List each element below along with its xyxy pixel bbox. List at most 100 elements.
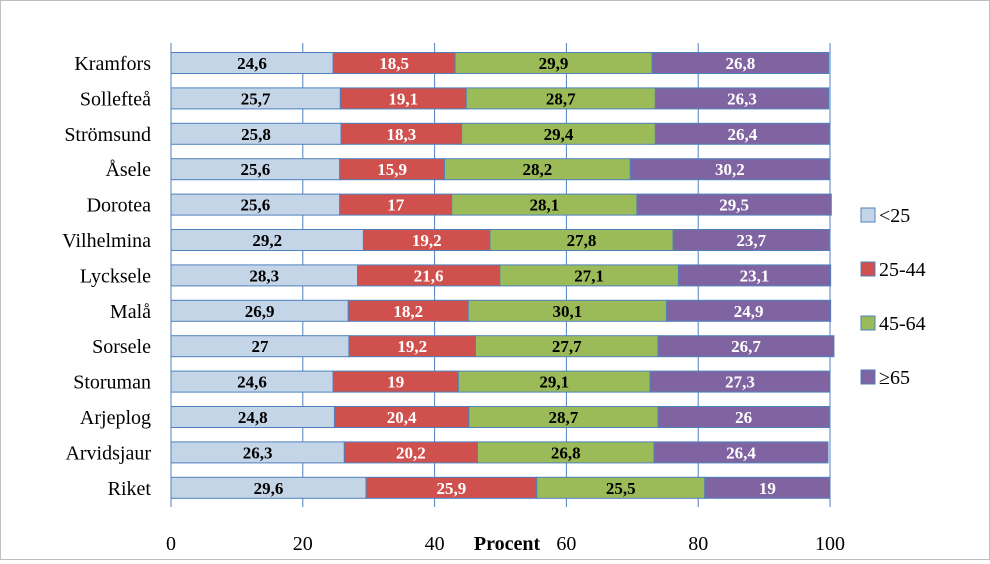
x-tick-label: 60 <box>556 533 576 555</box>
data-label: 19,2 <box>397 337 427 356</box>
bar-segment <box>666 299 832 322</box>
legend: <25 25-44 45-64 ≥65 <box>860 205 926 389</box>
category-label: Strömsund <box>64 124 151 146</box>
data-label: 24,6 <box>237 373 267 392</box>
legend-swatch <box>860 207 876 223</box>
data-label: 28,2 <box>523 160 553 179</box>
category-label: Dorotea <box>87 195 152 217</box>
data-label: 26,4 <box>727 125 757 144</box>
x-tick-label: 20 <box>293 533 313 555</box>
data-label: 28,3 <box>249 266 279 285</box>
bar-segment <box>636 193 832 216</box>
data-label: 25,6 <box>240 160 270 179</box>
legend-swatch <box>860 261 876 277</box>
data-label: 29,6 <box>254 479 284 498</box>
data-label: 25,5 <box>606 479 636 498</box>
bar-segment <box>657 335 835 358</box>
data-label: 30,1 <box>553 302 583 321</box>
legend-label: ≥65 <box>879 367 910 389</box>
category-label: Lycksele <box>80 265 151 287</box>
data-label: 18,5 <box>379 54 409 73</box>
data-label: 24,8 <box>238 408 268 427</box>
data-label: 25,7 <box>241 89 271 108</box>
data-label: 19 <box>387 373 404 392</box>
value-labels: 24,6 18,5 29,9 26,8 25,7 19,1 28,7 26,3 25,8 18,3… <box>237 54 776 498</box>
data-label: 21,6 <box>414 266 444 285</box>
data-label: 27 <box>251 337 269 356</box>
x-tick-label: 80 <box>688 533 708 555</box>
data-label: 25,9 <box>437 479 467 498</box>
category-label: Malå <box>110 301 151 323</box>
bar-segment <box>653 441 829 464</box>
data-label: 15,9 <box>377 160 407 179</box>
bar-segment <box>672 229 830 251</box>
data-label: 26,3 <box>243 443 273 462</box>
data-label: 19 <box>759 479 776 498</box>
data-label: 27,7 <box>552 337 582 356</box>
category-label: Åsele <box>105 159 151 181</box>
legend-swatch <box>860 315 876 331</box>
x-tick-labels: 0 20 40 60 80 100 <box>166 533 845 555</box>
category-label: Vilhelmina <box>62 230 151 252</box>
bar-segment <box>651 52 830 74</box>
category-label: Sorsele <box>92 336 151 358</box>
bar-segment <box>704 476 831 499</box>
data-label: 29,2 <box>252 231 282 250</box>
data-label: 26,4 <box>726 443 756 462</box>
category-label: Storuman <box>73 372 151 394</box>
x-tick-label: 100 <box>815 533 845 555</box>
bar-segment <box>657 406 830 428</box>
data-label: 17 <box>387 196 405 215</box>
legend-swatch <box>860 369 876 385</box>
data-label: 20,2 <box>396 443 426 462</box>
data-label: 26,8 <box>726 54 756 73</box>
bar-segment <box>677 264 832 287</box>
data-label: 29,9 <box>539 54 569 73</box>
data-label: 18,2 <box>393 302 423 321</box>
data-label: 27,3 <box>725 373 755 392</box>
data-label: 26,8 <box>551 443 581 462</box>
data-label: 24,6 <box>237 54 267 73</box>
bar-segment <box>654 87 830 110</box>
category-label: Arvidsjaur <box>65 442 151 464</box>
data-label: 26,3 <box>727 89 757 108</box>
bar-segment <box>649 370 831 393</box>
legend-label: 45-64 <box>879 313 926 335</box>
data-label: 20,4 <box>387 408 417 427</box>
category-labels: Kramfors Sollefteå Strömsund Åsele Dorotea Vi… <box>62 53 151 500</box>
data-label: 26 <box>735 408 752 427</box>
category-label: Kramfors <box>74 53 151 75</box>
category-label: Arjeplog <box>80 407 151 429</box>
data-label: 30,2 <box>715 160 745 179</box>
data-label: 25,6 <box>240 196 270 215</box>
legend-label: <25 <box>879 205 910 227</box>
legend-label: 25-44 <box>879 259 926 281</box>
x-tick-label: 40 <box>425 533 445 555</box>
data-label: 29,4 <box>544 125 574 144</box>
bars <box>170 52 835 499</box>
data-label: 25,8 <box>241 125 271 144</box>
data-label: 19,1 <box>388 89 418 108</box>
bar-segment <box>629 158 830 181</box>
data-label: 26,9 <box>245 302 275 321</box>
bar-segment <box>654 122 830 145</box>
data-label: 27,8 <box>567 231 597 250</box>
data-label: 23,7 <box>736 231 766 250</box>
data-label: 29,1 <box>539 373 569 392</box>
data-label: 26,7 <box>731 337 761 356</box>
data-label: 24,9 <box>734 302 764 321</box>
data-label: 28,7 <box>549 408 579 427</box>
data-label: 27,1 <box>574 266 604 285</box>
data-label: 18,3 <box>386 125 416 144</box>
category-label: Sollefteå <box>80 88 151 110</box>
category-label: Riket <box>108 478 152 500</box>
x-tick-label: 0 <box>166 533 176 555</box>
data-label: 29,5 <box>719 196 749 215</box>
x-axis-title: Procent <box>474 533 541 555</box>
data-label: 23,1 <box>740 266 770 285</box>
data-label: 28,1 <box>529 196 559 215</box>
data-label: 19,2 <box>412 231 442 250</box>
data-label: 28,7 <box>546 89 576 108</box>
